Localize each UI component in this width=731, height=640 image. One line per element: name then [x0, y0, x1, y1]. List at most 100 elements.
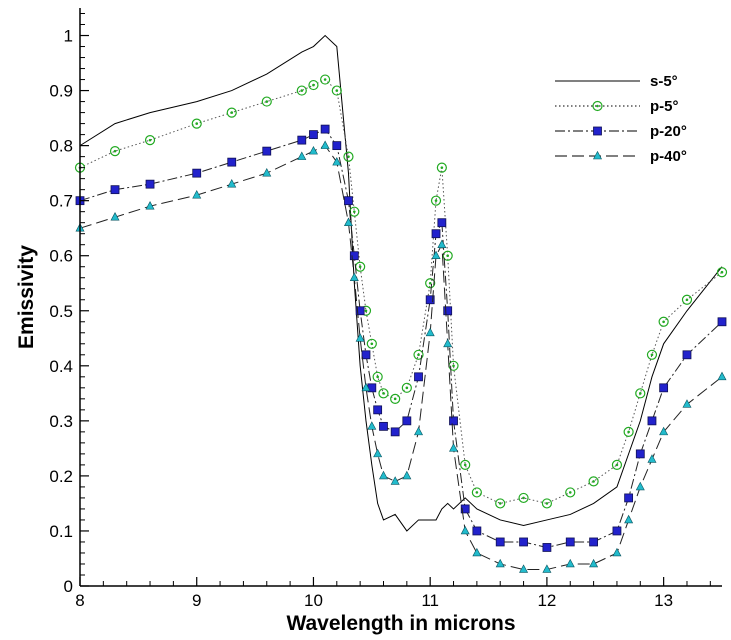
circle-marker-dot — [353, 210, 356, 213]
square-marker — [361, 350, 371, 360]
circle-marker — [296, 85, 307, 96]
triangle-marker — [262, 168, 272, 177]
triangle-marker — [110, 212, 120, 221]
triangle-marker — [589, 558, 599, 568]
circle-marker — [401, 382, 412, 393]
triangle-marker — [297, 151, 307, 160]
triangle-marker — [635, 481, 645, 491]
triangle-marker — [612, 547, 622, 557]
square-marker — [431, 229, 441, 239]
legend-item: s-5° — [555, 73, 678, 90]
circle-marker — [588, 476, 599, 487]
square-marker — [355, 306, 365, 316]
square-marker — [297, 135, 307, 145]
square-marker — [612, 526, 622, 536]
circle-marker — [460, 459, 471, 470]
triangle-marker — [349, 272, 359, 282]
tick-labels: 8 9 10 11 12 13 0 0.1 0.2 0.3 0.4 0.5 0.6 0.7 0.8 0.9 1 — [49, 27, 673, 610]
circle-marker — [565, 487, 576, 498]
x-tick-label: 11 — [421, 591, 439, 610]
series-line — [79, 128, 723, 548]
circle-marker — [191, 118, 202, 129]
triangle-marker — [402, 470, 412, 480]
square-marker — [659, 383, 669, 393]
square-marker — [227, 157, 237, 167]
series-p-5° — [74, 74, 728, 509]
square-marker — [624, 493, 634, 503]
circle-marker — [261, 96, 272, 107]
circle-marker-dot — [568, 491, 572, 494]
square-marker — [379, 421, 388, 431]
triangle-marker — [449, 443, 459, 452]
legend: s-5° p-5° p-20° p-40° — [555, 73, 687, 165]
triangle-marker — [390, 476, 400, 485]
circle-marker-dot — [370, 342, 374, 346]
square-marker — [145, 179, 155, 189]
series-layer — [74, 34, 728, 573]
triangle-marker — [437, 239, 447, 249]
circle-marker-dot — [364, 309, 368, 313]
circle-marker-dot — [382, 392, 385, 395]
circle-marker-dot — [615, 463, 619, 467]
triangle-marker — [355, 333, 365, 342]
y-tick-label: 0.4 — [49, 357, 73, 376]
legend-item: p-40° — [555, 148, 687, 165]
triangle-marker — [460, 525, 470, 535]
triangle-marker — [431, 250, 441, 260]
circle-marker — [144, 135, 156, 146]
triangle-marker — [320, 140, 330, 149]
triangle-marker — [472, 547, 482, 557]
triangle-marker — [659, 426, 669, 436]
circle-marker — [495, 498, 506, 509]
triangle-marker — [332, 156, 342, 166]
square-marker — [390, 427, 400, 437]
circle-marker — [372, 371, 383, 382]
triangle-marker — [373, 448, 383, 458]
y-tick-label: 0.1 — [49, 522, 73, 541]
circle-marker — [413, 349, 424, 360]
circle-marker-dot — [428, 281, 432, 285]
circle-marker-dot — [475, 491, 479, 494]
triangle-marker — [717, 371, 727, 381]
triangle-marker — [361, 382, 371, 392]
triangle-marker — [542, 564, 552, 573]
triangle-marker — [308, 145, 318, 155]
y-tick-label: 0.3 — [49, 412, 73, 431]
square-marker — [449, 416, 458, 426]
y-tick-label: 0.6 — [49, 247, 73, 266]
square-marker — [443, 306, 453, 316]
square-marker — [414, 372, 423, 382]
circle-marker — [442, 250, 453, 261]
triangle-marker — [443, 338, 453, 348]
square-marker — [402, 416, 412, 426]
triangle-marker — [495, 558, 505, 568]
y-tick-label: 0.2 — [49, 467, 73, 486]
circle-marker-dot — [417, 353, 420, 357]
square-marker — [542, 543, 552, 552]
legend-label: p-40° — [650, 148, 687, 165]
circle-marker — [518, 492, 529, 504]
square-marker — [460, 504, 470, 514]
circle-marker-dot — [405, 386, 409, 390]
x-tick-label: 12 — [537, 591, 556, 610]
circle-marker-dot — [300, 89, 304, 92]
legend-item: p-20° — [555, 123, 687, 140]
triangle-marker — [519, 564, 529, 573]
triangle-marker — [192, 190, 202, 199]
circle-marker — [425, 278, 436, 289]
series-line — [79, 144, 723, 570]
circle-marker-dot — [230, 111, 234, 114]
triangle-marker — [624, 514, 634, 524]
square-marker — [495, 537, 505, 547]
circle-marker-dot — [440, 166, 444, 169]
square-marker — [682, 350, 692, 360]
circle-marker — [611, 459, 623, 470]
triangle-marker — [647, 454, 657, 463]
square-marker — [192, 168, 202, 178]
circle-marker — [646, 349, 658, 360]
square-marker — [437, 218, 447, 228]
square-marker — [647, 416, 657, 426]
series-s-5° — [79, 34, 723, 532]
triangle-marker — [425, 327, 435, 337]
